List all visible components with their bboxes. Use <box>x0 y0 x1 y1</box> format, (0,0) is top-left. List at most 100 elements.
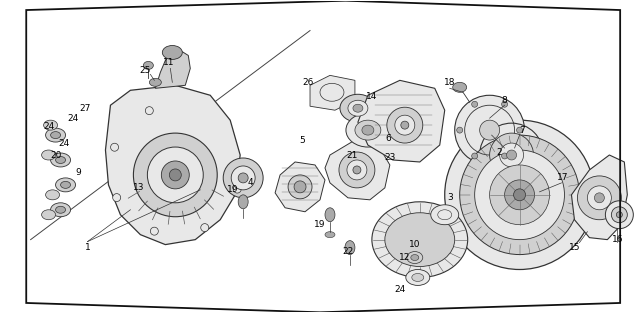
Circle shape <box>595 193 604 203</box>
Circle shape <box>516 127 522 133</box>
Circle shape <box>507 150 516 160</box>
Text: 22: 22 <box>342 247 353 256</box>
Ellipse shape <box>372 202 468 277</box>
Ellipse shape <box>61 182 70 188</box>
Circle shape <box>479 123 543 187</box>
Text: 9: 9 <box>76 168 81 177</box>
Circle shape <box>395 115 415 135</box>
Circle shape <box>445 120 595 269</box>
Ellipse shape <box>412 274 424 281</box>
Polygon shape <box>358 80 445 162</box>
Circle shape <box>353 166 361 174</box>
Ellipse shape <box>56 206 65 213</box>
Circle shape <box>611 207 627 223</box>
Circle shape <box>223 158 263 198</box>
Circle shape <box>472 101 477 107</box>
Circle shape <box>150 227 158 235</box>
Ellipse shape <box>56 156 65 163</box>
Circle shape <box>479 120 500 140</box>
Circle shape <box>387 107 423 143</box>
Text: 24: 24 <box>394 285 406 294</box>
Text: 24: 24 <box>58 139 69 147</box>
Text: 26: 26 <box>302 78 314 87</box>
Ellipse shape <box>51 131 61 139</box>
Circle shape <box>147 147 204 203</box>
Circle shape <box>113 194 121 202</box>
Text: 11: 11 <box>163 58 174 67</box>
Circle shape <box>502 153 508 159</box>
Text: 10: 10 <box>409 240 420 249</box>
Text: 14: 14 <box>366 92 378 101</box>
Ellipse shape <box>348 100 368 116</box>
Text: 4: 4 <box>247 178 253 187</box>
Circle shape <box>231 166 255 190</box>
Ellipse shape <box>385 213 454 266</box>
Circle shape <box>401 121 409 129</box>
Circle shape <box>347 160 367 180</box>
Circle shape <box>460 135 579 254</box>
Ellipse shape <box>431 205 459 225</box>
Ellipse shape <box>325 232 335 238</box>
Polygon shape <box>275 162 325 212</box>
Text: 21: 21 <box>346 151 358 160</box>
Circle shape <box>201 223 209 232</box>
Ellipse shape <box>452 82 467 92</box>
Text: 24: 24 <box>67 114 78 123</box>
Ellipse shape <box>51 203 70 217</box>
Text: 1: 1 <box>84 243 90 252</box>
Text: 27: 27 <box>80 104 91 113</box>
Circle shape <box>288 175 312 199</box>
Ellipse shape <box>42 150 56 160</box>
Circle shape <box>490 133 534 177</box>
Text: 15: 15 <box>569 243 580 252</box>
Circle shape <box>475 150 564 240</box>
Text: 2: 2 <box>497 147 502 156</box>
Circle shape <box>457 127 463 133</box>
Circle shape <box>605 201 634 229</box>
Circle shape <box>504 180 534 210</box>
Polygon shape <box>325 140 390 200</box>
Ellipse shape <box>44 120 58 130</box>
Circle shape <box>490 165 550 225</box>
Ellipse shape <box>238 195 248 209</box>
Polygon shape <box>156 50 190 88</box>
Circle shape <box>588 186 611 210</box>
Text: 23: 23 <box>384 153 396 162</box>
Circle shape <box>616 212 622 218</box>
Ellipse shape <box>45 190 60 200</box>
Ellipse shape <box>346 113 390 147</box>
Circle shape <box>133 133 217 217</box>
Text: 18: 18 <box>444 78 456 87</box>
Circle shape <box>161 161 189 189</box>
Circle shape <box>339 152 375 188</box>
Circle shape <box>500 143 524 167</box>
Circle shape <box>502 101 508 107</box>
Ellipse shape <box>45 128 65 142</box>
Text: 19: 19 <box>314 220 326 229</box>
Circle shape <box>111 143 118 151</box>
Ellipse shape <box>355 120 381 140</box>
Ellipse shape <box>51 153 70 167</box>
Circle shape <box>294 181 306 193</box>
Text: 24: 24 <box>43 122 54 131</box>
Circle shape <box>577 176 621 220</box>
Circle shape <box>513 189 525 201</box>
Polygon shape <box>572 155 627 240</box>
Ellipse shape <box>340 94 376 122</box>
Circle shape <box>454 95 525 165</box>
Polygon shape <box>106 85 240 244</box>
Polygon shape <box>310 75 355 110</box>
Text: 17: 17 <box>557 173 568 182</box>
Circle shape <box>238 173 248 183</box>
Text: 3: 3 <box>447 193 452 202</box>
Ellipse shape <box>362 125 374 135</box>
Text: 20: 20 <box>50 151 61 160</box>
Ellipse shape <box>163 45 182 59</box>
Ellipse shape <box>406 269 430 285</box>
Ellipse shape <box>143 61 154 69</box>
Ellipse shape <box>56 178 76 192</box>
Circle shape <box>145 107 154 115</box>
Text: 8: 8 <box>502 96 508 105</box>
Circle shape <box>472 153 477 159</box>
Ellipse shape <box>407 252 423 264</box>
